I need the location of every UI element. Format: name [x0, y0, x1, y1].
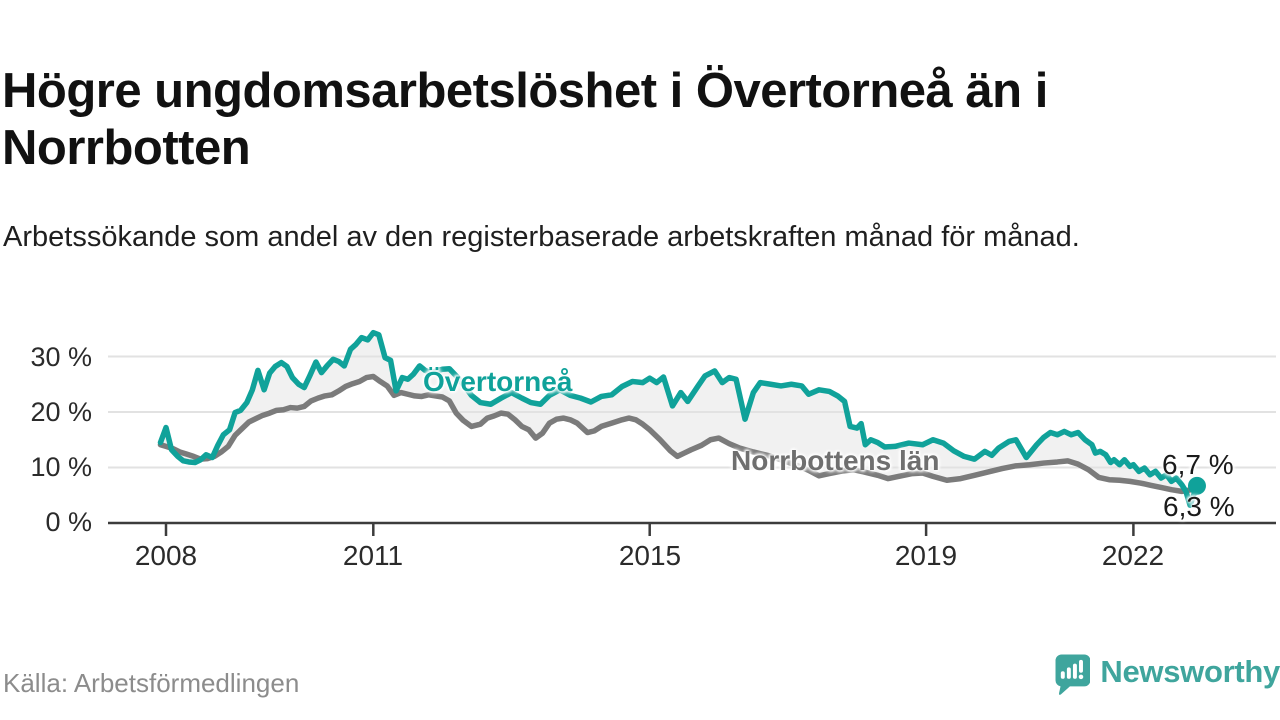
- between-series-area: [160, 332, 1197, 506]
- y-axis-tick-label-20: 20 %: [30, 397, 92, 427]
- series-label-overtornea: Övertorneå: [423, 366, 573, 397]
- x-axis-tick-label-2019: 2019: [894, 540, 958, 571]
- x-axis-tick-label-2015: 2015: [618, 540, 682, 571]
- end-dot-overtornea: [1187, 476, 1206, 495]
- x-axis-tick-label-2008: 2008: [134, 540, 198, 571]
- bar-small: [1060, 671, 1065, 679]
- y-axis-tick-label-10: 10 %: [30, 452, 92, 482]
- exclamation-bar: [1079, 659, 1083, 673]
- end-value-label-norrbotten: 6,3 %: [1163, 491, 1235, 522]
- end-value-label-overtornea: 6,7 %: [1162, 449, 1234, 480]
- y-axis-tick-label-0: 0 %: [45, 507, 92, 537]
- page-title: Högre ungdomsarbetslöshet i Övertorneå ä…: [2, 63, 1048, 176]
- line-overtornea: [157, 329, 1200, 508]
- speech-bubble-shape: [1055, 654, 1091, 695]
- chart-subtitle: Arbetssökande som andel av den registerb…: [3, 221, 1080, 253]
- newsworthy-logo-text: Newsworthy: [1100, 654, 1280, 689]
- newsworthy-logo: Newsworthy: [1054, 646, 1280, 704]
- newsworthy-logo-icon: [1055, 654, 1091, 695]
- line-norrbotten: [157, 373, 1200, 495]
- exclamation-dot: [1078, 674, 1084, 680]
- x-axis-tick-label-2022: 2022: [1101, 540, 1165, 571]
- bar-medium: [1066, 667, 1071, 679]
- y-axis-tick-label-30: 30 %: [30, 342, 92, 372]
- source-note: Källa: Arbetsförmedlingen: [3, 668, 300, 698]
- x-axis-tick-label-2011: 2011: [342, 540, 404, 571]
- bar-large: [1072, 663, 1077, 679]
- series-label-norrbottens-lan: Norrbottens län: [731, 445, 940, 476]
